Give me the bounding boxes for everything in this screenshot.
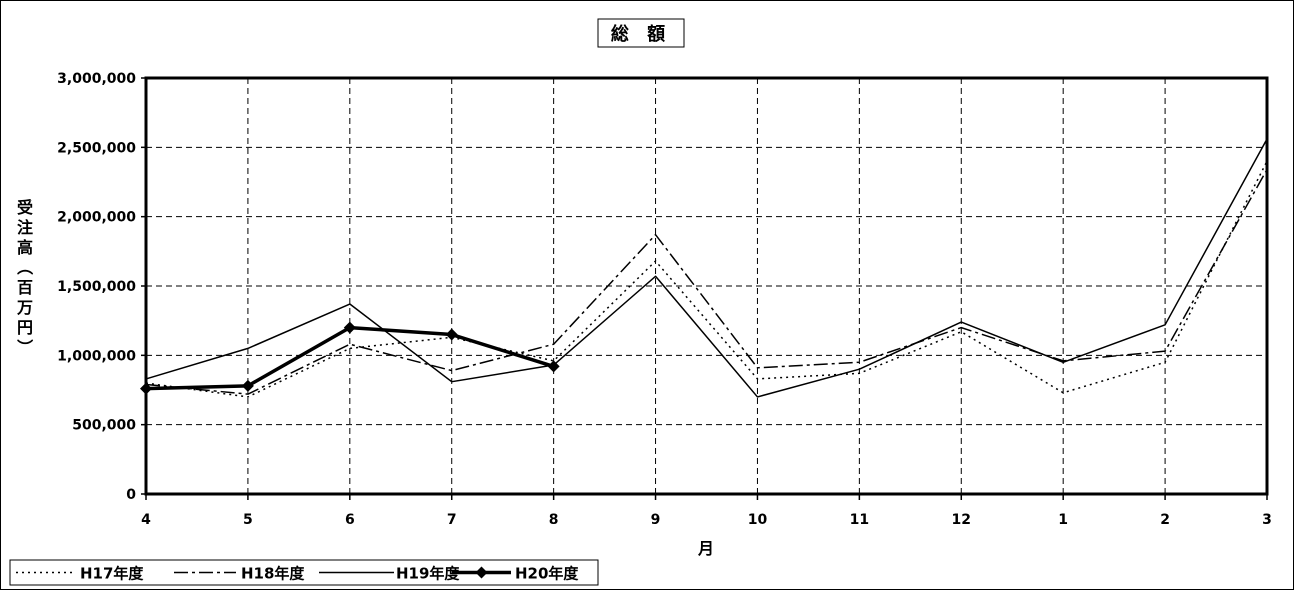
series-line-1 [145, 169, 1268, 395]
x-tick-label: 11 [850, 512, 869, 528]
x-axis-label: 月 [697, 539, 714, 558]
x-tick-label: 4 [141, 512, 151, 528]
y-axis-label-char: 百 [17, 278, 33, 297]
chart-title: 総 額 [611, 23, 671, 45]
y-axis-label-char: 受 [17, 198, 33, 217]
y-axis-label-char: ） [15, 339, 34, 355]
x-tick-label: 1 [1058, 512, 1068, 528]
data-point-marker [241, 379, 254, 392]
y-tick-label: 500,000 [72, 418, 136, 434]
data-point-marker [445, 328, 458, 341]
x-tick-label: 8 [549, 512, 559, 528]
y-axis-label-char: （ [15, 259, 34, 275]
data-point-marker [343, 321, 356, 334]
legend-label-2: H19年度 [396, 565, 460, 583]
y-axis-label-char: 万 [16, 298, 33, 317]
y-axis-label-char: 高 [17, 238, 33, 257]
y-axis-label-char: 注 [17, 218, 33, 237]
data-point-marker [547, 360, 560, 373]
x-tick-label: 7 [447, 512, 457, 528]
series-group [140, 138, 1268, 398]
grid-lines [146, 78, 1267, 494]
x-axis-ticks: 4 5 6 7 8 9 10 11 12 1 2 3 [141, 494, 1272, 528]
x-tick-label: 2 [1160, 512, 1170, 528]
x-tick-label: 6 [345, 512, 355, 528]
x-tick-label: 5 [243, 512, 253, 528]
y-axis-label: 受注高 （ 百万円 ） [15, 198, 34, 355]
y-tick-label: 2,500,000 [57, 140, 136, 156]
chart-title-box: 総 額 [597, 18, 685, 48]
y-tick-label: 0 [126, 487, 136, 503]
y-axis-ticks: 0 500,000 1,000,000 1,500,000 2,000,000 2,500… [57, 71, 146, 503]
legend-label-0: H17年度 [80, 565, 144, 583]
x-tick-label: 10 [748, 512, 768, 528]
series-line-2 [145, 138, 1268, 398]
y-axis-label-char: 円 [17, 318, 33, 337]
y-tick-label: 3,000,000 [57, 71, 136, 87]
x-tick-label: 12 [952, 512, 971, 528]
legend-label-1: H18年度 [241, 565, 305, 583]
x-tick-label: 3 [1262, 512, 1272, 528]
series-line-0 [145, 160, 1268, 398]
legend: H17年度 H18年度 H19年度 H20年度 [9, 559, 599, 586]
x-tick-label: 9 [651, 512, 661, 528]
y-tick-label: 2,000,000 [57, 210, 136, 226]
legend-marker [475, 566, 488, 579]
y-tick-label: 1,500,000 [57, 279, 136, 295]
y-tick-label: 1,000,000 [57, 348, 136, 364]
chart-title-border [597, 18, 685, 48]
legend-label-3: H20年度 [515, 565, 579, 583]
